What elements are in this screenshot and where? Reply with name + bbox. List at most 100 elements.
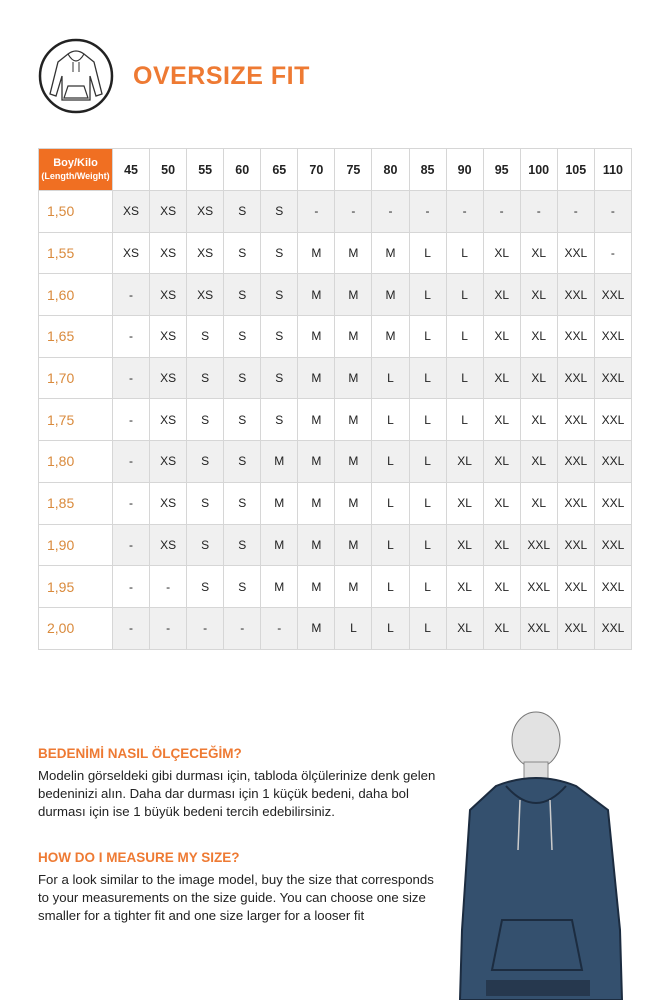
size-cell: XS	[149, 231, 188, 275]
size-cell: -	[111, 606, 151, 650]
size-cell: L	[408, 356, 447, 400]
size-cell: -	[111, 523, 151, 567]
size-cell: XXL	[593, 440, 633, 483]
size-cell: S	[223, 481, 262, 525]
size-cell: S	[260, 231, 299, 275]
size-cell: XL	[445, 481, 484, 525]
size-cell: S	[186, 315, 225, 358]
size-cell: M	[334, 440, 373, 483]
size-cell: S	[186, 398, 225, 442]
size-cell: S	[260, 356, 299, 400]
size-cell: S	[260, 398, 299, 442]
size-cell: L	[445, 315, 484, 358]
size-cell: XL	[445, 440, 484, 483]
size-cell: M	[297, 356, 336, 400]
size-cell: M	[260, 440, 299, 483]
size-cell: XXL	[556, 231, 595, 275]
size-cell: -	[111, 315, 151, 358]
weight-header: 110	[593, 148, 633, 191]
weight-header: 85	[408, 148, 447, 191]
size-cell: XXL	[556, 523, 595, 567]
size-cell: M	[334, 231, 373, 275]
size-cell: XXL	[519, 606, 558, 650]
size-cell: M	[334, 398, 373, 442]
size-cell: M	[260, 481, 299, 525]
size-cell: XL	[445, 606, 484, 650]
size-cell: XL	[519, 440, 558, 483]
size-cell: -	[482, 190, 521, 233]
size-cell: S	[186, 523, 225, 567]
corner-label: Boy/Kilo	[53, 156, 98, 169]
table-row: 1,90- XS S S M M M L L XL XL XXL XXL XXL	[38, 523, 633, 567]
size-cell: -	[149, 606, 188, 650]
size-cell: XS	[149, 523, 188, 567]
size-cell: M	[334, 356, 373, 400]
size-cell: -	[334, 190, 373, 233]
size-cell: S	[260, 273, 299, 317]
size-cell: S	[260, 190, 299, 233]
table-row: 1,85- XS S S M M M L L XL XL XL XXL XXL	[38, 481, 633, 525]
size-cell: XL	[519, 273, 558, 317]
weight-header: 90	[445, 148, 484, 191]
weight-header: 45	[111, 148, 151, 191]
size-cell: L	[408, 315, 447, 358]
size-cell: L	[408, 481, 447, 525]
size-cell: XS	[149, 481, 188, 525]
size-cell: XL	[482, 231, 521, 275]
size-cell: L	[371, 565, 410, 608]
size-cell: S	[186, 565, 225, 608]
size-cell: L	[445, 356, 484, 400]
size-cell: -	[149, 565, 188, 608]
size-cell: XXL	[519, 523, 558, 567]
size-cell: L	[445, 273, 484, 317]
size-cell: M	[297, 231, 336, 275]
size-cell: XL	[519, 231, 558, 275]
size-cell: M	[334, 273, 373, 317]
en-heading: HOW DO I MEASURE MY SIZE?	[38, 850, 240, 865]
height-cell: 2,00	[38, 606, 113, 650]
size-cell: M	[334, 565, 373, 608]
size-cell: -	[519, 190, 558, 233]
size-cell: M	[297, 315, 336, 358]
size-cell: XS	[149, 356, 188, 400]
size-cell: M	[297, 481, 336, 525]
en-body: For a look similar to the image model, b…	[38, 872, 434, 923]
size-cell: -	[297, 190, 336, 233]
corner-sublabel: (Length/Weight)	[41, 170, 110, 181]
size-cell: L	[371, 523, 410, 567]
table-row: 1,80- XS S S M M M L L XL XL XL XXL XXL	[38, 440, 633, 483]
height-cell: 1,85	[38, 481, 113, 525]
height-cell: 1,60	[38, 273, 113, 317]
size-cell: XL	[519, 315, 558, 358]
size-cell: -	[371, 190, 410, 233]
size-cell: M	[334, 523, 373, 567]
table-row: 1,55 XS XS XS S S M M M L L XL XL XXL -	[38, 231, 633, 275]
corner-header: Boy/Kilo (Length/Weight)	[38, 148, 113, 191]
size-cell: XXL	[593, 398, 633, 442]
table-row: 1,50 XS XS XS S S - - - - - - - - -	[38, 190, 633, 233]
size-cell: XXL	[593, 523, 633, 567]
size-cell: S	[186, 481, 225, 525]
height-cell: 1,75	[38, 398, 113, 442]
size-cell: S	[260, 315, 299, 358]
size-cell: -	[111, 481, 151, 525]
table-row: 1,60- XS XS S S M M M L L XL XL XXL XXL	[38, 273, 633, 317]
size-cell: XXL	[556, 398, 595, 442]
size-cell: XXL	[593, 565, 633, 608]
weight-header: 100	[519, 148, 558, 191]
size-cell: L	[408, 440, 447, 483]
size-cell: XL	[482, 523, 521, 567]
size-cell: -	[111, 440, 151, 483]
table-row: 1,75- XS S S S M M L L L XL XL XXL XXL	[38, 398, 633, 442]
height-cell: 1,65	[38, 315, 113, 358]
size-cell: XXL	[593, 273, 633, 317]
size-cell: M	[260, 523, 299, 567]
weight-header: 50	[149, 148, 188, 191]
size-cell: XL	[482, 356, 521, 400]
tr-heading: BEDENİMİ NASIL ÖLÇECEĞİM?	[38, 746, 242, 761]
size-cell: M	[371, 231, 410, 275]
size-cell: L	[334, 606, 373, 650]
size-cell: XS	[111, 190, 151, 233]
size-cell: M	[297, 565, 336, 608]
size-cell: -	[445, 190, 484, 233]
